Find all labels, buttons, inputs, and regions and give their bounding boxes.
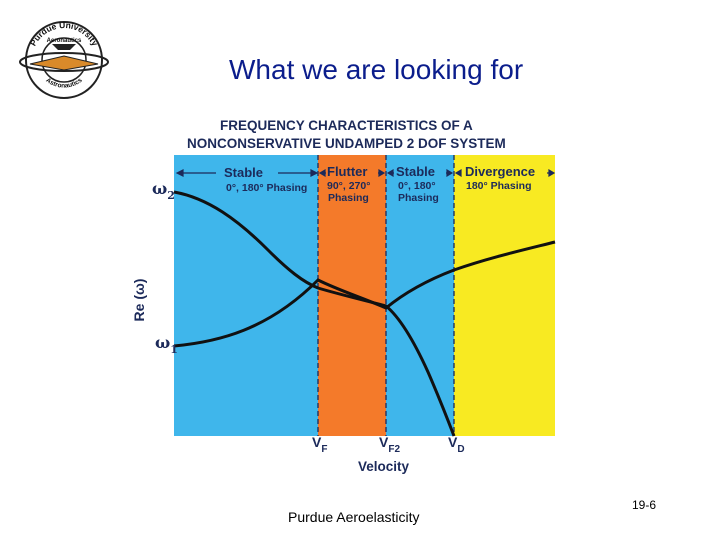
divergence-title: Divergence (465, 164, 535, 179)
stable-2-phasing-1: 0°, 180° (398, 180, 436, 192)
stable-2-title: Stable (396, 164, 435, 179)
stable-2-phasing-2: Phasing (398, 192, 439, 204)
region-stable-2 (386, 155, 454, 436)
vf2-label: VF2 (379, 434, 400, 455)
region-stable-1 (174, 155, 318, 436)
omega2-label: ω2 (152, 179, 175, 202)
omega1-label: ω1 (155, 333, 178, 356)
vf-label: VF (312, 434, 327, 455)
flutter-phasing-1: 90°, 270° (327, 180, 370, 192)
frequency-characteristics-diagram: FREQUENCY CHARACTERISTICS OF A NONCONSER… (131, 118, 556, 474)
figure-title-line1: FREQUENCY CHARACTERISTICS OF A (220, 118, 473, 133)
omega1-curve (173, 240, 556, 348)
figure-title-line2: NONCONSERVATIVE UNDAMPED 2 DOF SYSTEM (187, 136, 506, 151)
footer-text: Purdue Aeroelasticity (288, 509, 420, 525)
purdue-aeronautics-logo: Purdue University Aeronautics Astronauti… (19, 20, 109, 99)
omega2-curve (173, 190, 456, 437)
region-divergence (454, 155, 555, 436)
stable-1-title: Stable (224, 165, 263, 180)
flutter-phasing-2: Phasing (328, 192, 369, 204)
x-axis-label: Velocity (358, 459, 410, 474)
slide-title: What we are looking for (229, 54, 524, 85)
flutter-title: Flutter (327, 164, 367, 179)
vd-label: VD (448, 434, 465, 455)
stable-1-phasing: 0°, 180° Phasing (226, 182, 307, 194)
slide-number: 19-6 (632, 498, 657, 512)
divergence-phasing: 180° Phasing (466, 180, 531, 192)
y-axis-label: Re (ω) (131, 279, 147, 322)
logo-mid-text: Aeronautics (47, 38, 82, 44)
region-arrows (175, 168, 556, 178)
